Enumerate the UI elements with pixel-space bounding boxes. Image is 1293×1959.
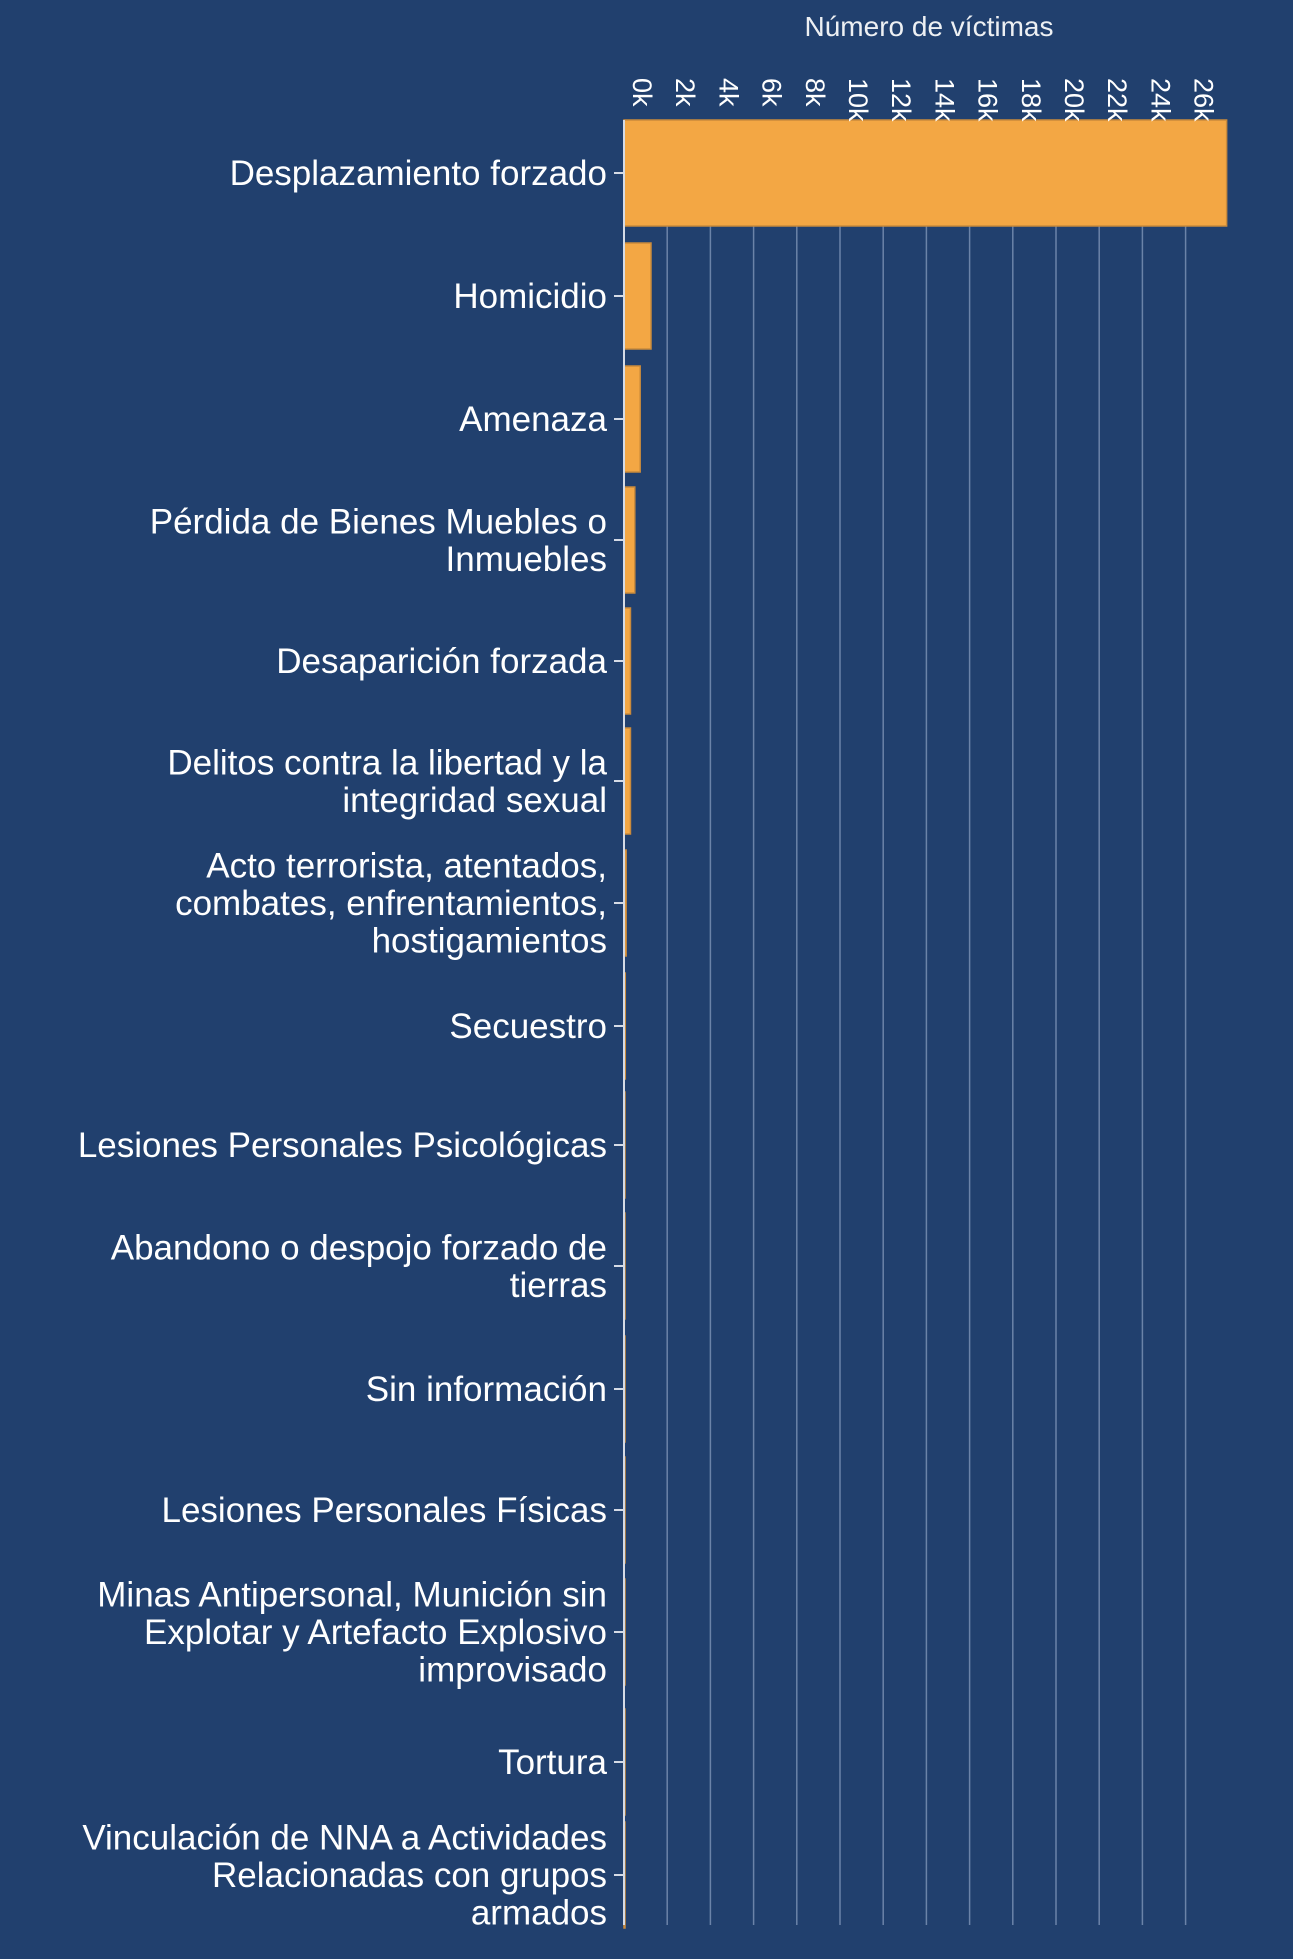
x-tick-label: 26k — [1189, 78, 1219, 122]
category-label: Delitos contra la libertad y la integrida… — [167, 743, 607, 820]
x-tick-label: 16k — [973, 78, 1003, 122]
category-label-line: Minas Antipersonal, Munición sin — [97, 1576, 607, 1615]
x-tick-label: 6k — [757, 78, 787, 107]
x-tick-label: 12k — [886, 78, 916, 122]
category-label-line: improvisado — [418, 1651, 607, 1690]
bar — [623, 486, 636, 594]
category-label: Lesiones Personales Psicológicas — [78, 1126, 607, 1165]
bar — [623, 242, 652, 350]
category-label: Homicidio — [453, 277, 607, 316]
category-label-line: Desplazamiento forzado — [230, 154, 607, 193]
x-tick-label: 24k — [1145, 78, 1175, 122]
x-tick-label: 0k — [627, 78, 657, 107]
category-label: Tortura — [498, 1743, 607, 1782]
x-tick-label: 22k — [1102, 78, 1132, 122]
category-label-line: Relacionadas con grupos — [212, 1856, 607, 1895]
x-tick-label: 10k — [843, 78, 873, 122]
axes: 0k 2k 4k 6k 8k 10k 12k 14k 16k 18k 20k 22k 24k 26k — [614, 78, 1219, 1925]
category-label: Minas Antipersonal, Munición sin Explotar… — [97, 1576, 607, 1690]
category-label: Vinculación de NNA a Actividades Relacion… — [82, 1819, 607, 1933]
bar — [623, 119, 1228, 227]
x-tick-label: 18k — [1016, 78, 1046, 122]
x-tick-label: 8k — [800, 78, 830, 107]
x-tick-label: 2k — [670, 78, 700, 107]
category-label-line: armados — [471, 1894, 607, 1933]
category-label-line: Homicidio — [453, 277, 607, 316]
category-label: Secuestro — [449, 1007, 607, 1046]
category-label: Amenaza — [459, 400, 607, 439]
category-label-line: Sin información — [366, 1370, 607, 1409]
category-label-line: Vinculación de NNA a Actividades — [82, 1819, 607, 1858]
category-label-line: Lesiones Personales Psicológicas — [78, 1126, 607, 1165]
category-label-line: combates, enfrentamientos, — [175, 884, 607, 923]
category-label: Sin información — [366, 1370, 607, 1409]
category-label-line: Tortura — [498, 1743, 607, 1782]
category-label-line: Amenaza — [459, 400, 607, 439]
category-label-line: tierras — [510, 1266, 607, 1305]
bar — [623, 365, 641, 473]
x-tick-label: 4k — [713, 78, 743, 107]
category-label-line: Lesiones Personales Físicas — [162, 1491, 608, 1530]
gridlines — [666, 120, 1187, 1925]
category-label: Desaparición forzada — [276, 642, 607, 681]
category-label-line: Delitos contra la libertad y la — [167, 743, 607, 782]
category-label-line: integridad sexual — [342, 781, 607, 820]
category-label-line: Secuestro — [449, 1007, 607, 1046]
category-label-line: Desaparición forzada — [276, 642, 607, 681]
category-label: Desplazamiento forzado — [230, 154, 607, 193]
category-label-line: Inmuebles — [446, 540, 607, 579]
category-label: Pérdida de Bienes Muebles o Inmuebles — [150, 502, 607, 579]
category-label: Abandono o despojo forzado de tierras — [111, 1228, 607, 1305]
category-label-line: Explotar y Artefacto Explosivo — [144, 1613, 607, 1652]
category-label-line: Acto terrorista, atentados, — [206, 847, 607, 886]
category-label-line: Pérdida de Bienes Muebles o — [150, 502, 607, 541]
x-tick-label: 14k — [929, 78, 959, 122]
x-tick-label: 20k — [1059, 78, 1089, 122]
category-label-line: Abandono o despojo forzado de — [111, 1228, 607, 1267]
x-axis-title: Número de víctimas — [805, 11, 1054, 42]
category-label: Lesiones Personales Físicas — [162, 1491, 608, 1530]
category-label: Acto terrorista, atentados, combates, enf… — [175, 847, 607, 961]
category-labels: Desplazamiento forzado Homicidio Amenaza Pé… — [78, 154, 608, 1933]
category-label-line: hostigamientos — [372, 922, 607, 961]
